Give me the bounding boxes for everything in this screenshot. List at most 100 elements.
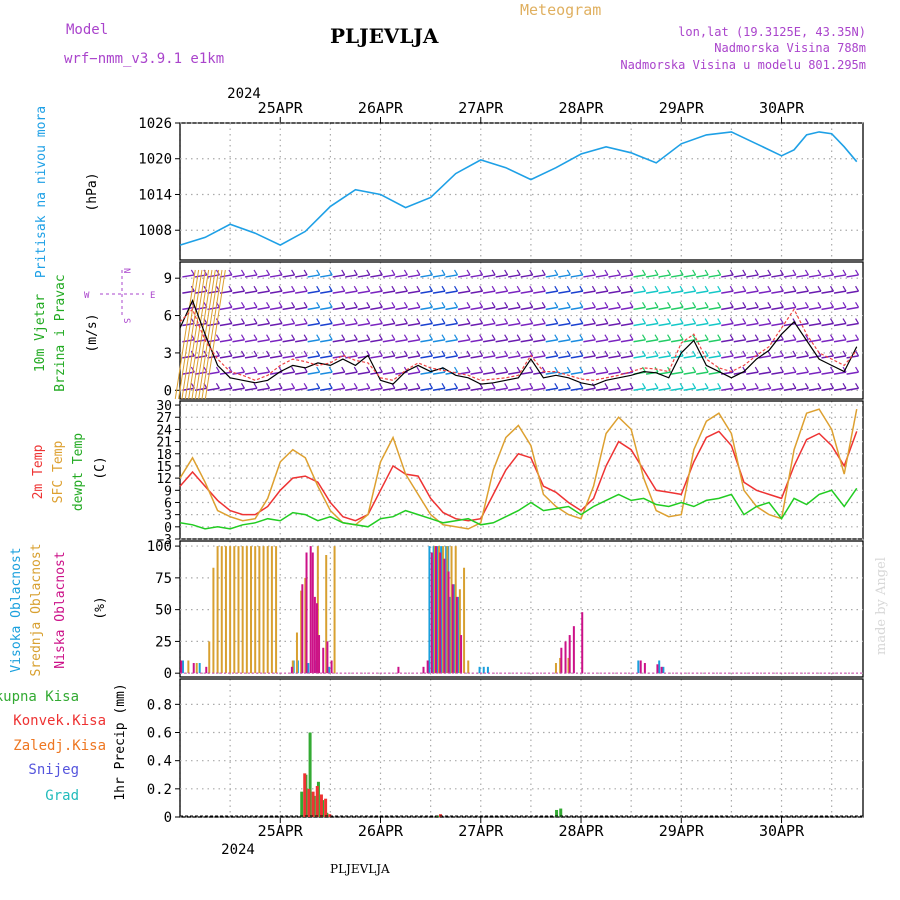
y-tick-label: 75 <box>155 571 172 587</box>
wind-barb-tick <box>804 285 809 292</box>
wind-barb-tick <box>454 318 459 324</box>
wind-barb-tick <box>366 382 371 389</box>
wind-barb-tick <box>629 269 634 276</box>
wind-barb-tick <box>579 318 584 324</box>
wind-barb <box>295 322 308 327</box>
wind-barb <box>758 306 771 311</box>
wind-barb-tick <box>704 318 709 324</box>
wind-barb-tick <box>466 285 471 292</box>
y-tick-label: 0.2 <box>147 782 172 798</box>
wind-barb-tick <box>466 318 471 324</box>
wind-barb-tick <box>516 350 521 357</box>
wind-barb-tick <box>403 318 408 324</box>
wind-barb <box>771 322 784 327</box>
wind-barb-tick <box>240 350 245 357</box>
wind-barb <box>370 322 383 327</box>
wind-barb-tick <box>692 285 697 292</box>
cloud-ylabel-1: Visoka Oblacnost <box>9 547 24 672</box>
wind-barb <box>295 371 308 375</box>
wind-barb <box>533 371 546 375</box>
wind-barb-tick <box>804 350 809 357</box>
wind-barb-tick <box>366 269 371 276</box>
wind-barb-tick <box>428 350 433 357</box>
wind-barb <box>583 355 596 359</box>
wind-barb <box>821 387 834 392</box>
wind-barb-tick <box>729 285 734 292</box>
wind-barb <box>733 290 746 294</box>
wind-barb-tick <box>767 302 772 308</box>
wind-barb-tick <box>441 382 446 389</box>
wind-barb <box>670 274 684 278</box>
wind-barb-tick <box>641 382 647 389</box>
wind-barb <box>357 306 370 311</box>
wind-barb <box>445 338 458 343</box>
wind-barb <box>733 355 746 359</box>
wind-barb <box>382 371 395 375</box>
y-tick-label: 1014 <box>138 187 172 203</box>
wind-barb <box>508 338 521 343</box>
wind-barb <box>708 338 721 343</box>
bottom-day-label: 29APR <box>659 822 705 840</box>
wind-barb <box>232 306 245 311</box>
wind-barb <box>558 387 571 392</box>
wind-barb-tick <box>767 318 772 324</box>
wind-barb <box>382 387 395 392</box>
wind-barb-tick <box>616 334 621 341</box>
wind-barb <box>783 387 797 392</box>
wind-barb-tick <box>266 334 271 341</box>
wind-barb <box>332 306 345 311</box>
wind-barb-tick <box>591 302 596 308</box>
wind-barb <box>708 290 721 294</box>
wind-barb <box>219 387 233 392</box>
wind-barb-tick <box>566 269 571 276</box>
credit-text: made by Angel <box>874 557 889 655</box>
wind-barb-tick <box>541 269 546 276</box>
wind-barb-tick <box>579 285 584 292</box>
wind-barb-tick <box>353 382 358 389</box>
wind-barb-tick <box>779 302 784 308</box>
wind-barb <box>232 387 245 392</box>
y-tick-label: 18 <box>156 448 172 463</box>
wind-barb-tick <box>554 269 559 276</box>
wind-barb-tick <box>717 382 722 389</box>
wind-barb <box>846 338 859 343</box>
wind-barb-tick <box>240 366 245 373</box>
wind-barb-tick <box>215 334 220 341</box>
bottom-year-label: 2024 <box>221 842 255 858</box>
wind-barb-tick <box>253 366 258 373</box>
wind-barb <box>558 338 571 343</box>
wind-barb-tick <box>516 318 521 324</box>
wind-barb-tick <box>566 382 571 389</box>
wind-barb <box>320 338 333 343</box>
wind-barb <box>345 274 358 278</box>
wind-barb <box>533 355 546 359</box>
wind-barb-tick <box>341 334 346 341</box>
wind-barb-tick <box>278 382 283 389</box>
wind-barb <box>758 290 771 294</box>
wind-barb-tick <box>541 334 546 341</box>
wind-barb-tick <box>579 350 584 357</box>
wind-barb <box>558 274 571 278</box>
wind-barb-tick <box>754 334 759 341</box>
wind-barb <box>295 387 308 392</box>
wind-barb-tick <box>278 302 283 308</box>
wind-barb <box>432 306 446 311</box>
wind-barb-tick <box>278 350 283 357</box>
wind-barb-tick <box>416 269 421 276</box>
wind-barb <box>583 306 596 311</box>
wind-barb-tick <box>328 366 333 373</box>
wind-barb-tick <box>792 302 797 308</box>
wind-barb <box>345 371 358 375</box>
wind-barb-tick <box>341 269 346 276</box>
wind-barb-tick <box>591 366 596 373</box>
wind-barb <box>257 371 270 375</box>
wind-barb-tick <box>303 382 308 389</box>
wind-barb-tick <box>804 366 809 373</box>
wind-barb <box>533 274 546 278</box>
wind-barb-tick <box>266 302 271 308</box>
wind-barb <box>658 338 671 343</box>
wind-barb <box>244 290 258 294</box>
wind-barb-tick <box>604 285 609 292</box>
wind-barb-tick <box>479 285 484 292</box>
wind-barb-tick <box>829 318 835 324</box>
